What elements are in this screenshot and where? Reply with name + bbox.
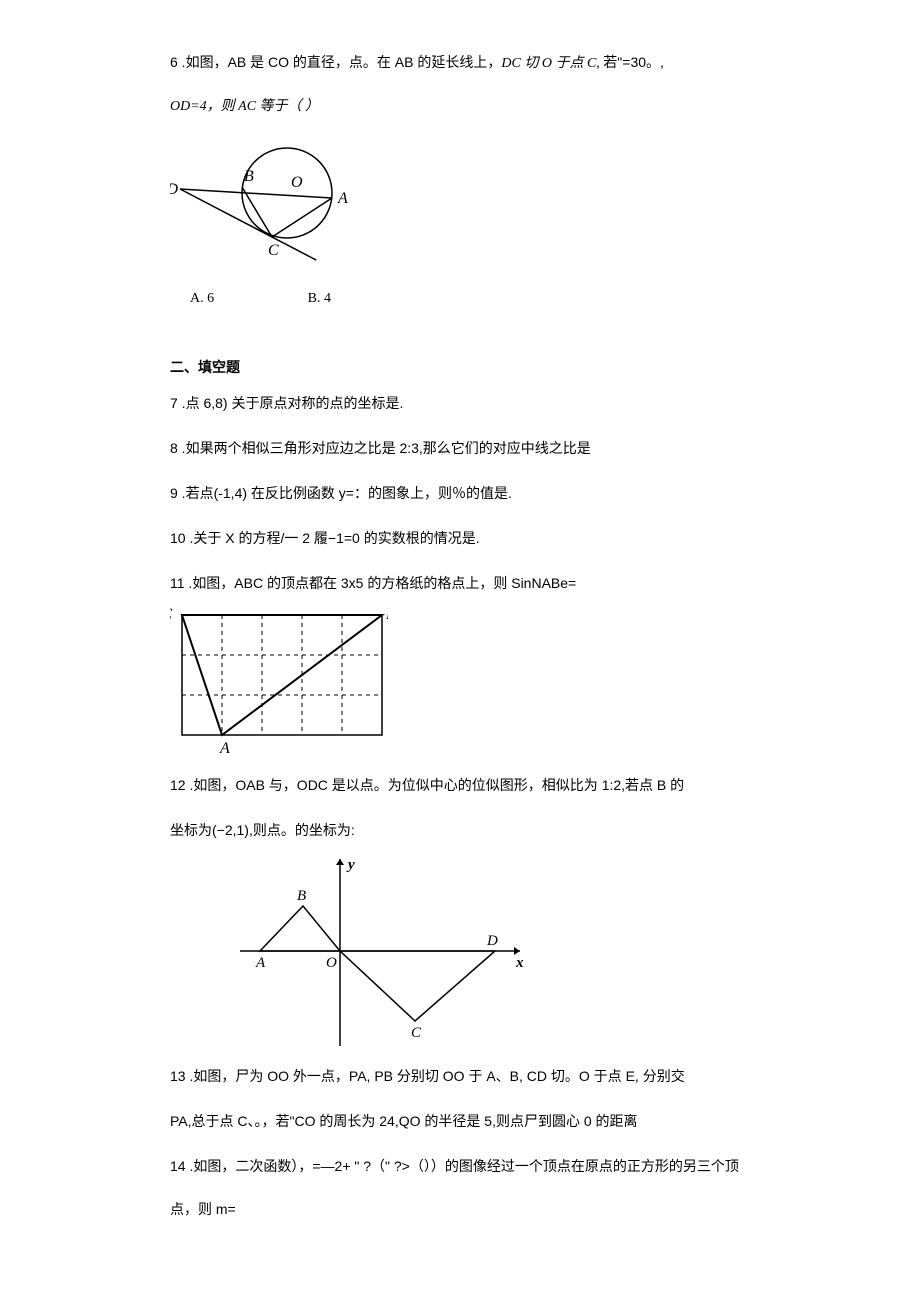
question-7: 7 .点 6,8) 关于原点对称的点的坐标是. (170, 391, 750, 416)
svg-text:A: A (219, 740, 230, 757)
svg-text:B: B (244, 168, 254, 185)
question-9: 9 .若点(-1,4) 在反比例函数 y=：的图象上，则％的值是. (170, 481, 750, 506)
q6-options: A. 6 B. 4 (190, 291, 750, 307)
q12-line2-text: 坐标为(−2,1),则点。的坐标为: (170, 822, 355, 838)
svg-text:C: C (268, 242, 279, 259)
q11-figure: C B A (170, 605, 750, 765)
q6-pre: 6 .如图， (170, 54, 228, 70)
q12-figure: y x A B O C D (220, 851, 750, 1056)
section-2-heading: 二、填空题 (170, 357, 750, 377)
question-14-line2: 点，则 m= (170, 1197, 750, 1222)
question-8: 8 .如果两个相似三角形对应边之比是 2:3,那么它们的对应中线之比是 (170, 436, 750, 461)
question-10: 10 .关于 X 的方程/一 2 履−1=0 的实数根的情况是. (170, 526, 750, 551)
svg-text:x: x (515, 955, 524, 971)
question-13-line2: PA,总于点 C、。，若"CO 的周长为 24,QO 的半径是 5,则点尸到圆心… (170, 1109, 750, 1134)
svg-text:y: y (346, 857, 355, 873)
q6-figure: D B O A C (170, 131, 750, 281)
q6-svg: D B O A C (170, 131, 370, 276)
question-12-line1: 12 .如图，OAB 与，ODC 是以点。为位似中心的位似图形，相似比为 1:2… (170, 773, 750, 798)
q6-end: 若"=30。, (603, 54, 664, 70)
q6-dc: DC 切 O 于点 C, (501, 56, 603, 71)
svg-text:O: O (291, 174, 303, 191)
question-13-line1: 13 .如图，尸为 OO 外一点，PA, PB 分别切 OO 于 A、B, CD… (170, 1064, 750, 1089)
svg-text:C: C (411, 1025, 422, 1041)
svg-text:B: B (386, 606, 388, 623)
q12-svg: y x A B O C D (220, 851, 540, 1051)
question-11: 11 .如图，ABC 的顶点都在 3x5 的方格纸的格点上，则 SinNABe= (170, 571, 750, 596)
q6-opt-b: B. 4 (308, 291, 331, 307)
question-6-line2: OD=4，则 AC 等于（ ） (170, 96, 750, 118)
question-6-line1: 6 .如图，AB 是 CO 的直径，点。在 AB 的延长线上，DC 切 O 于点… (170, 50, 750, 76)
question-14-line1: 14 .如图，二次函数），=—2+ " ?（" ?>（））的图像经过一个顶点在原… (170, 1154, 750, 1179)
question-12-line2: 坐标为(−2,1),则点。的坐标为: (170, 818, 750, 843)
svg-text:D: D (486, 933, 498, 949)
svg-text:A: A (337, 190, 348, 207)
q6-ab: AB 是 CO 的直径，点。在 AB 的延长线上， (228, 54, 502, 70)
q6-opt-a: A. 6 (190, 291, 214, 307)
svg-text:D: D (170, 181, 178, 198)
svg-text:C: C (170, 606, 172, 623)
svg-text:O: O (326, 955, 337, 971)
svg-text:A: A (255, 955, 266, 971)
svg-text:B: B (297, 888, 306, 904)
q11-svg: C B A (170, 605, 388, 760)
